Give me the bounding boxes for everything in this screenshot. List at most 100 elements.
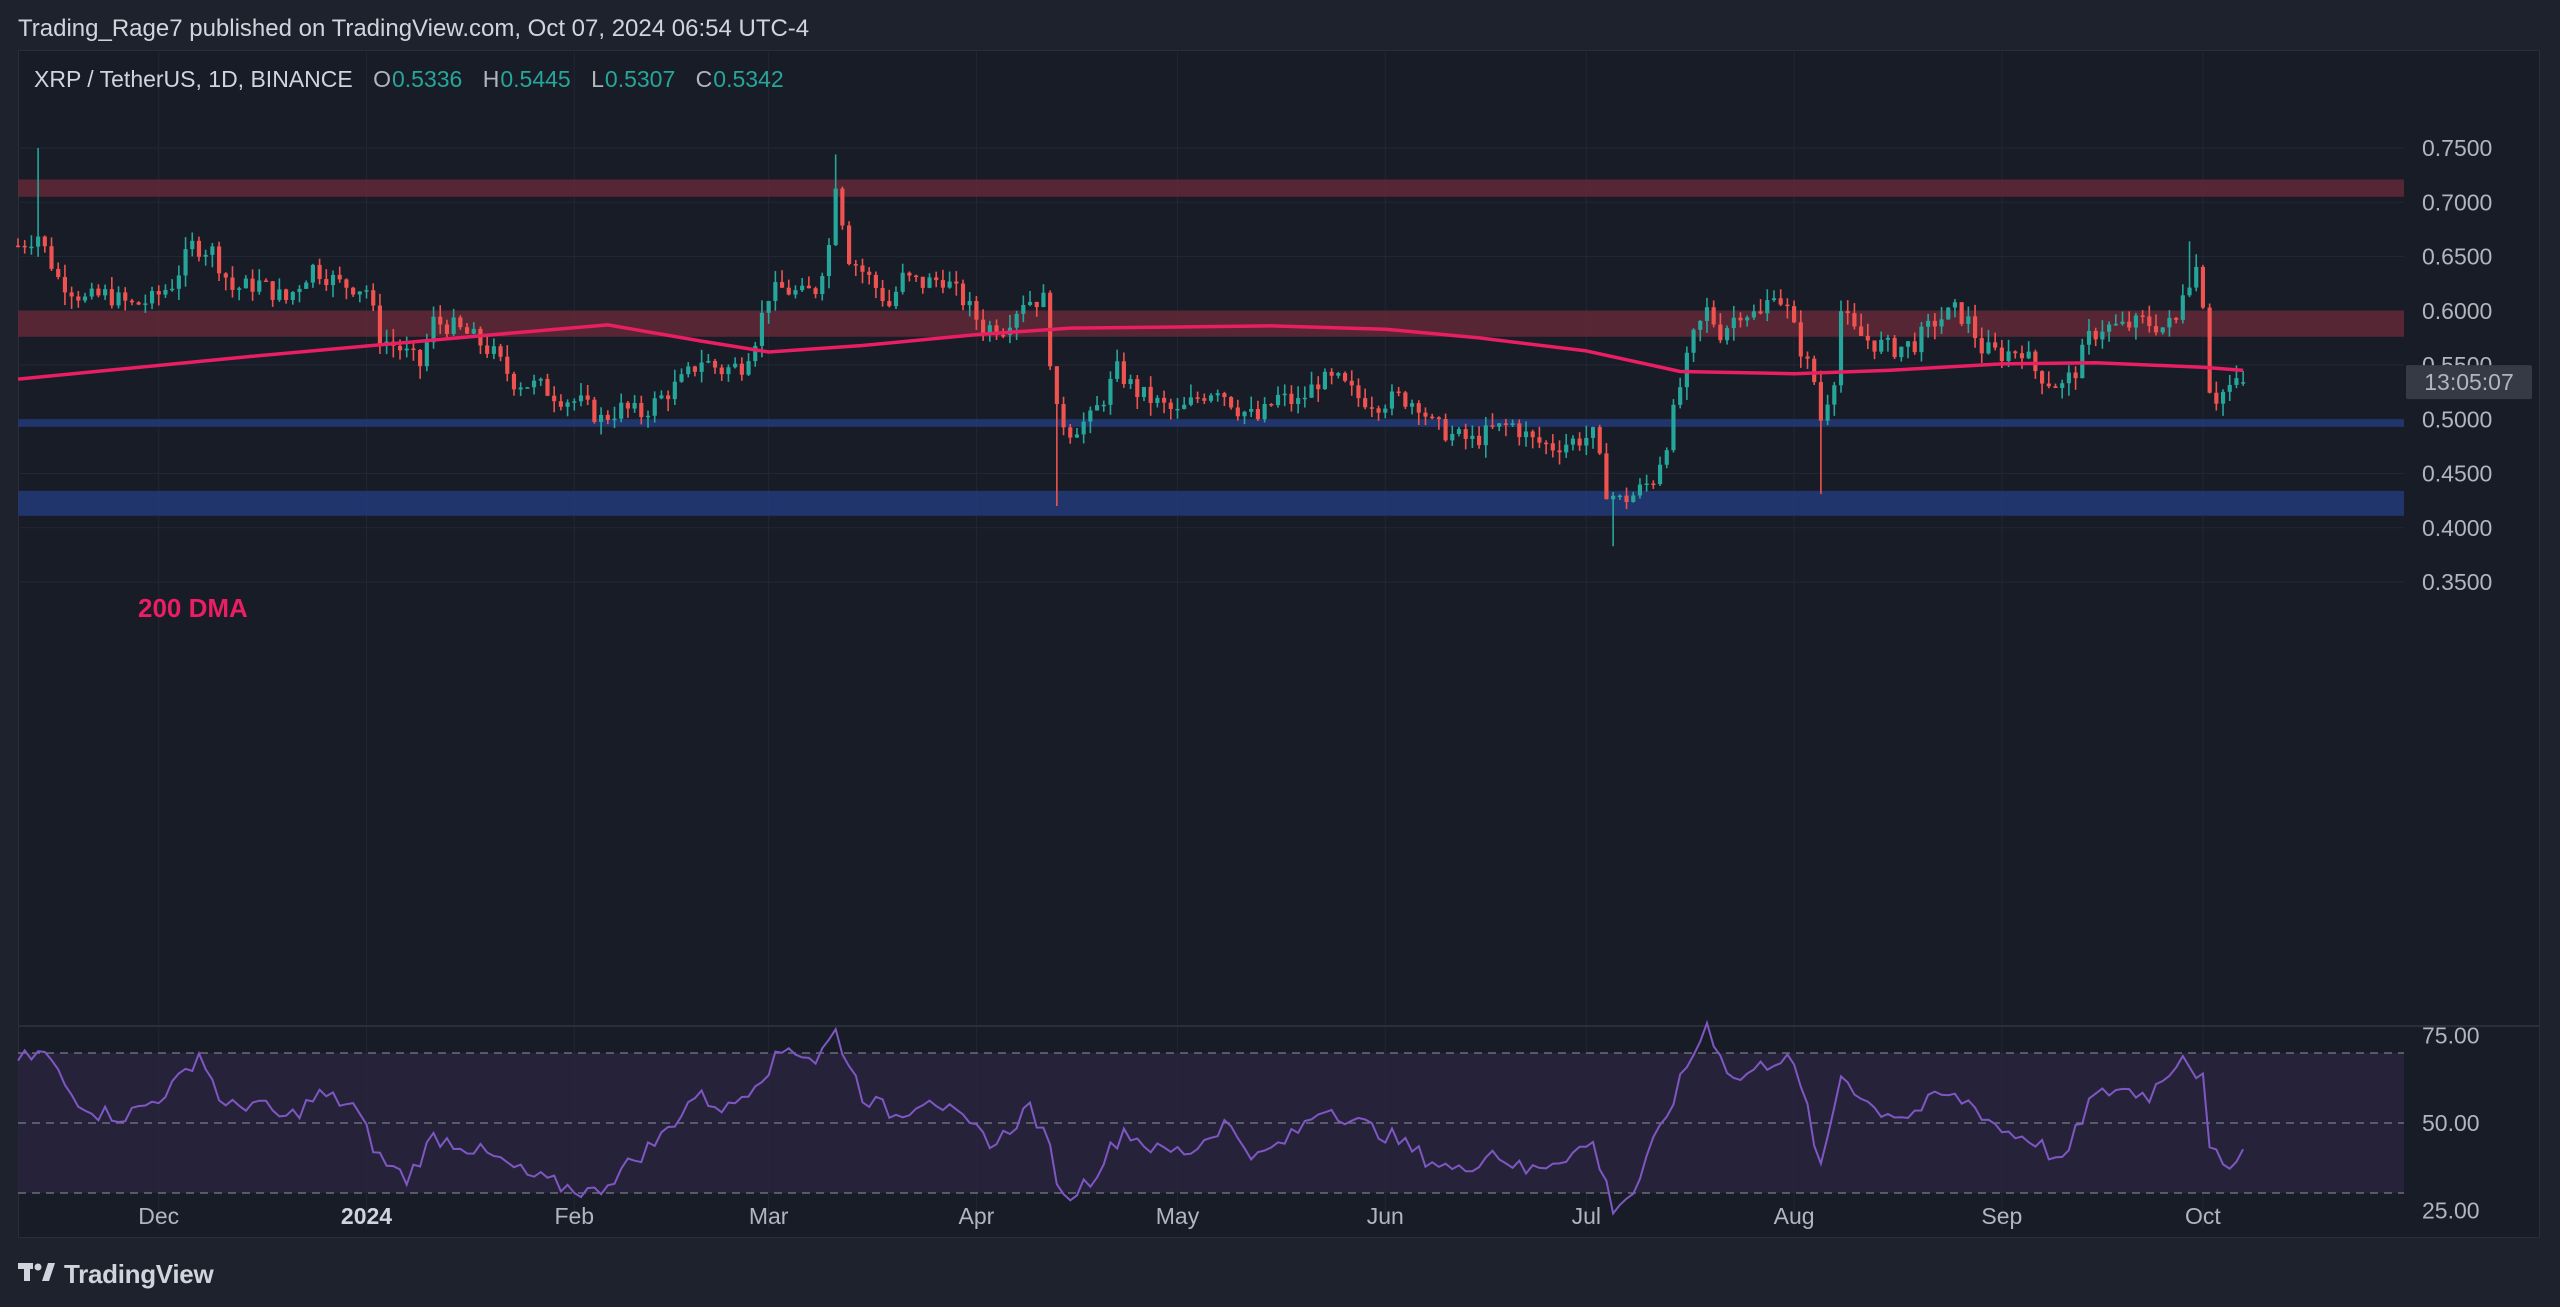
price-tick-label: 0.7000 [2422,189,2492,215]
candle-body [1101,404,1106,407]
candle-body [1644,483,1649,485]
candle-body [1530,431,1535,438]
candle-body [1182,404,1187,409]
candle [2241,370,2246,386]
candle-body [947,281,952,288]
candle-body [1792,306,1797,323]
candle-body [1289,393,1294,405]
candle [753,341,758,367]
candle-body [109,289,114,306]
candle [2227,374,2232,402]
candle-body [572,401,577,403]
candle [873,271,878,299]
candle [545,373,550,397]
candle [1463,423,1468,450]
candle-body [1316,384,1321,390]
candle-body [934,277,939,281]
candle [1765,289,1770,322]
candle-body [887,301,892,307]
candle-body [411,348,416,351]
candle-body [1108,378,1113,405]
candle-body [1262,404,1267,420]
candle [719,364,724,381]
candle-body [806,285,811,289]
candle-body [270,281,275,300]
time-tick-label: Apr [959,1203,995,1229]
candle-body [377,305,382,346]
candle-body [1825,404,1830,421]
candle [1121,352,1126,388]
candle [491,338,496,360]
candle-body [1671,404,1676,451]
candle [511,371,517,396]
candle [1637,478,1643,499]
candle [578,383,584,407]
candle-body [2200,266,2206,308]
candle-body [1745,317,1750,321]
candle [89,282,94,300]
candle [1564,433,1569,458]
candle-body [344,279,349,288]
time-tick-label: Feb [554,1203,594,1229]
candle [1644,474,1649,492]
candle [2194,254,2199,292]
candle-body [29,246,34,249]
candle [297,285,302,303]
candle [1477,426,1482,449]
candle [1631,491,1636,503]
candle-body [69,292,74,297]
candle [1577,432,1582,451]
candle-body [625,402,630,409]
candle [1879,331,1884,355]
candle-body [1517,423,1522,438]
candle [1302,386,1307,408]
candle-body [1570,438,1575,445]
candle-body [471,328,476,334]
candle-body [1456,429,1462,434]
candle-body [2220,391,2226,404]
candle-body [210,246,215,255]
symbol-ohlc-legend[interactable]: XRP / TetherUS, 1D, BINANCE O0.5336 H0.5… [34,64,784,94]
high-value: 0.5445 [500,66,571,92]
candle [572,398,577,411]
candle-body [1590,427,1596,438]
candle [833,154,838,247]
candle-body [1597,427,1602,454]
candle-body [2113,323,2118,326]
candle-body [1168,402,1173,410]
candle [1778,289,1783,307]
candle [304,280,309,289]
time-tick-label: May [1156,1203,1200,1229]
chart-frame[interactable] [18,50,2540,1238]
candle [1423,407,1428,426]
candle [1336,371,1341,379]
candle [1993,332,1998,351]
candle [907,271,912,282]
candle-body [766,300,771,313]
candle [1678,377,1683,409]
candle-body [793,290,798,295]
candle-body [2040,371,2045,384]
candle [1188,384,1193,407]
candle [1115,349,1120,382]
candle [143,294,148,313]
candle [444,319,450,341]
candle [987,320,992,342]
candle [2127,311,2132,332]
candle [1530,429,1535,449]
candle [2093,327,2098,347]
candle [1168,398,1173,420]
candle-body [880,287,885,302]
tradingview-footer[interactable]: TradingView [18,1256,214,1292]
candle [994,319,999,340]
candle-body [424,342,429,367]
rsi-tick-label: 25.00 [2422,1198,2480,1224]
candle [867,267,872,285]
candle-body [1463,429,1468,439]
close-label: C [695,66,713,92]
candle-body [545,378,550,396]
candle [270,280,275,307]
candle [1141,386,1147,402]
candle-body [652,398,657,416]
